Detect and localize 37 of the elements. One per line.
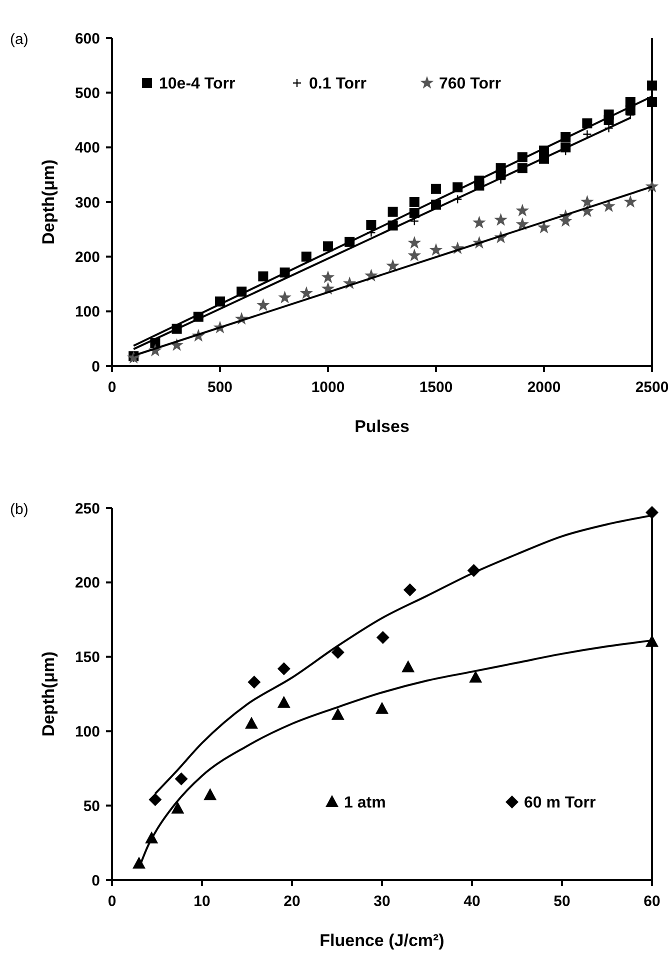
- x-tick-label: 2000: [527, 379, 561, 396]
- chart-title: (b): [10, 501, 28, 518]
- x-tick-label: 20: [284, 893, 300, 910]
- x-tick-label: 10: [194, 893, 210, 910]
- x-tick-label: 60: [644, 893, 660, 910]
- y-tick-label: 300: [74, 194, 100, 212]
- y-axis-title: Depth(μm): [39, 160, 58, 244]
- y-tick-label: 200: [74, 248, 100, 266]
- x-axis-title: Pulses: [354, 417, 410, 436]
- chart-title: (a): [10, 31, 28, 48]
- y-tick-label: 600: [74, 30, 100, 48]
- y-tick-label: 0: [92, 358, 100, 376]
- y-tick-label: 100: [74, 723, 100, 740]
- legend-label: 0.1 Torr: [309, 76, 366, 93]
- legend-label: 1 atm: [344, 794, 386, 812]
- x-axis-title: Fluence (J/cm²): [320, 931, 444, 950]
- y-tick-label: 400: [74, 140, 100, 157]
- x-tick-label: 0: [108, 893, 116, 910]
- y-tick-label: 50: [83, 798, 100, 815]
- x-tick-label: 0: [108, 379, 116, 396]
- x-tick-label: 500: [207, 379, 233, 396]
- legend-label: 60 m Torr: [524, 794, 596, 812]
- x-tick-label: 1500: [419, 379, 453, 396]
- legend-label: 10e-4 Torr: [159, 76, 236, 93]
- x-tick-label: 30: [374, 893, 390, 910]
- x-tick-label: 50: [554, 893, 570, 910]
- y-tick-label: 150: [74, 649, 100, 666]
- legend-label: 760 Torr: [439, 76, 501, 93]
- y-axis-title: Depth(μm): [39, 652, 58, 736]
- y-tick-label: 250: [74, 500, 100, 518]
- x-tick-label: 2500: [635, 379, 669, 396]
- x-tick-label: 1000: [311, 379, 345, 396]
- y-tick-label: 100: [74, 304, 100, 321]
- y-tick-label: 500: [74, 84, 100, 102]
- y-tick-label: 200: [74, 574, 100, 592]
- x-tick-label: 40: [464, 893, 480, 910]
- y-tick-label: 0: [92, 872, 100, 890]
